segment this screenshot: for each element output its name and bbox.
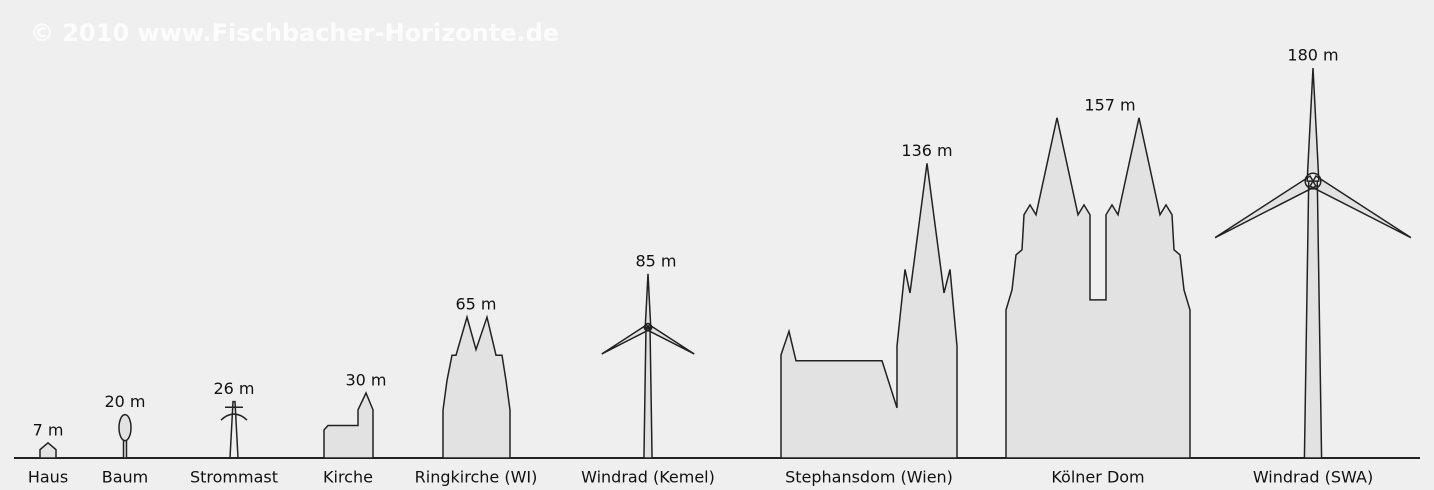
watermark: © 2010 www.Fischbacher-Horizonte.de (30, 19, 559, 47)
value-label: 30 m (345, 371, 386, 390)
value-label: 20 m (104, 392, 145, 411)
category-label: Stephansdom (Wien) (785, 468, 953, 487)
value-label: 26 m (213, 379, 254, 398)
chart: © 2010 www.Fischbacher-Horizonte.de 7 m H… (0, 0, 1434, 490)
category-label: Strommast (190, 468, 278, 487)
category-label: Windrad (Kemel) (581, 468, 715, 487)
value-label: 180 m (1287, 46, 1338, 65)
value-label: 136 m (901, 141, 952, 160)
background (0, 0, 1434, 490)
category-label: Baum (102, 468, 149, 487)
value-label: 7 m (33, 420, 64, 439)
category-label: Haus (28, 468, 68, 487)
value-label: 85 m (635, 251, 676, 270)
value-label: 157 m (1084, 95, 1135, 114)
value-label: 65 m (455, 295, 496, 314)
category-label: Ringkirche (WI) (415, 468, 538, 487)
category-label: Kirche (323, 468, 373, 487)
category-label: Windrad (SWA) (1253, 468, 1373, 487)
category-label: Kölner Dom (1051, 468, 1144, 487)
